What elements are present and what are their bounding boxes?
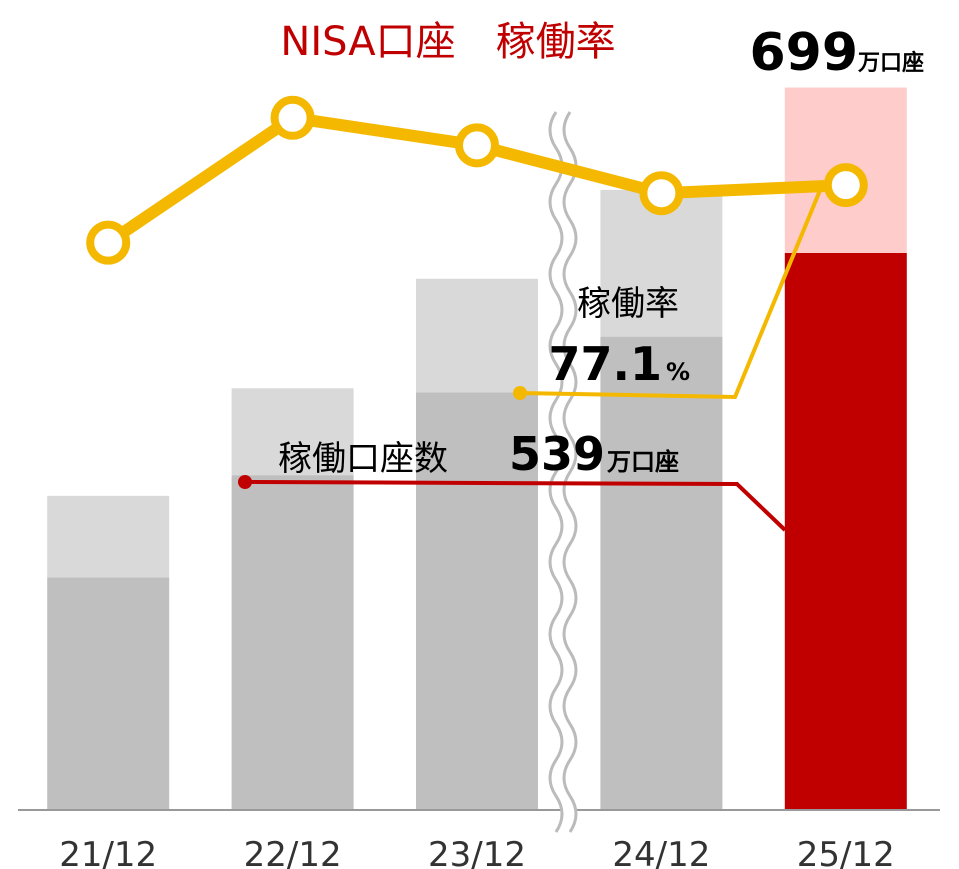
rate-name: 稼働率 [577,284,679,324]
axis-break [562,111,578,833]
rate-marker [455,123,499,168]
total-unit: 万口座 [857,50,924,76]
rate-leader-dot [513,386,527,400]
bar-segment [416,392,538,810]
rate-marker [823,163,868,208]
rate-marker [639,171,684,216]
rate-label: 77.1 [549,337,663,391]
rate-unit: % [666,358,690,386]
active-leader [244,480,787,532]
bar-segment [47,577,170,810]
bar-segment [231,475,354,810]
bar-segment [600,336,723,810]
bar-segment [47,495,170,578]
x-tick-label: 25/12 [797,835,895,869]
axis-break-gap [549,107,577,837]
axis-break [548,111,564,833]
x-tick-label: 21/12 [59,835,157,869]
active-leader-dot [238,475,252,489]
active-unit: 万口座 [607,448,679,476]
rate-line-group [86,95,868,265]
rate-leader [519,182,825,400]
bars [47,87,907,811]
x-tick-label: 24/12 [612,835,710,869]
x-tick-label: 22/12 [244,835,342,869]
total-label: 699 [749,23,858,83]
rate-marker [270,95,315,140]
bar-segment [231,388,354,476]
bar-segment [784,252,907,811]
active-name: 稼働口座数 [278,439,448,479]
rate-marker [86,220,131,265]
active-label: 539 [509,427,605,481]
x-tick-label: 23/12 [428,835,526,869]
bar-segment [416,278,538,393]
chart-title: NISA口座 稼働率 [280,19,615,65]
